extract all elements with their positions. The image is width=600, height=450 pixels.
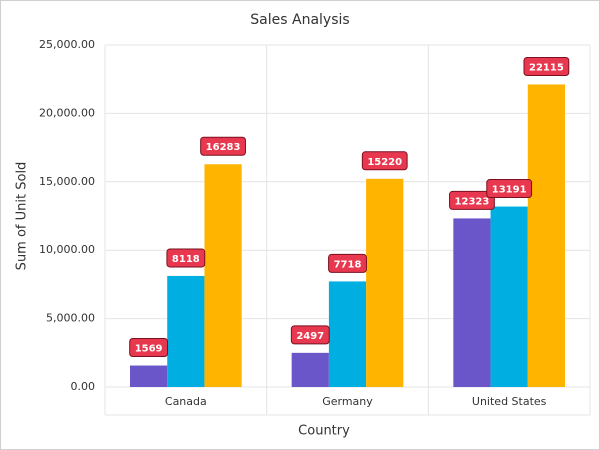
- data-label: 7718: [334, 259, 362, 270]
- data-label-box: [449, 190, 495, 210]
- data-label-box: [361, 151, 408, 171]
- data-label: 13191: [492, 185, 527, 196]
- bar: [291, 352, 329, 387]
- data-label-box: [200, 136, 246, 156]
- y-tick-label: 5,000.00: [46, 312, 95, 325]
- bar: [167, 275, 205, 387]
- x-axis-title: Country: [298, 424, 350, 439]
- data-label: 22115: [529, 62, 564, 73]
- y-tick-label: 0.00: [71, 380, 96, 393]
- data-label: 12323: [455, 196, 490, 207]
- data-label: 8118: [172, 254, 200, 265]
- data-label-box: [523, 56, 570, 76]
- bar: [130, 365, 168, 387]
- data-label-box: [166, 248, 206, 268]
- y-tick-label: 10,000.00: [39, 243, 95, 256]
- data-label: 1569: [135, 344, 163, 355]
- bar: [453, 218, 491, 387]
- y-tick-label: 20,000.00: [39, 106, 95, 119]
- y-tick-label: 15,000.00: [39, 175, 95, 188]
- data-label: 15220: [367, 157, 402, 168]
- x-tick-label: United States: [472, 395, 547, 408]
- data-label-box: [486, 179, 533, 199]
- bar: [328, 281, 367, 387]
- chart-title: Sales Analysis: [250, 12, 349, 28]
- data-label: 16283: [206, 142, 241, 153]
- bar: [527, 84, 565, 387]
- data-label-box: [328, 253, 367, 273]
- data-label-box: [290, 325, 330, 345]
- data-label-box: [129, 338, 169, 358]
- y-axis-title: Sum of Unit Sold: [15, 162, 30, 271]
- y-tick-label: 25,000.00: [39, 38, 95, 51]
- bar: [204, 164, 242, 387]
- bar: [490, 206, 528, 387]
- x-tick-label: Germany: [322, 395, 373, 408]
- bar: [366, 178, 404, 387]
- data-label: 2497: [296, 331, 324, 342]
- x-tick-label: Canada: [165, 395, 207, 408]
